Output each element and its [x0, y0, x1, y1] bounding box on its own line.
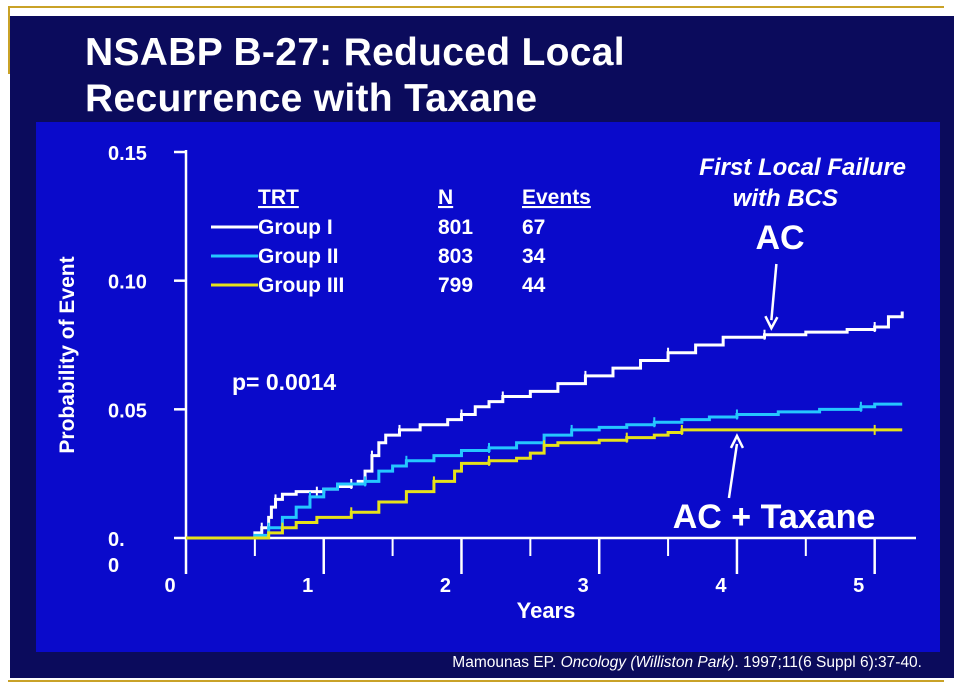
slide-title-line2: Recurrence with Taxane	[85, 77, 538, 120]
legend-events: 44	[522, 274, 546, 297]
legend-n: 799	[438, 274, 473, 297]
p-value: p= 0.0014	[232, 369, 336, 395]
citation: Mamounas EP. Oncology (Williston Park). …	[452, 654, 922, 672]
legend-events: 34	[522, 245, 546, 268]
x-tick-label: 2	[440, 575, 451, 597]
bottom-rule	[8, 680, 944, 682]
x-tick-label: 5	[853, 575, 864, 597]
annotation-ac-taxane: AC + Taxane	[673, 498, 876, 536]
chart-subtitle-line1: First Local Failure	[699, 154, 906, 181]
x-axis-label: Years	[517, 598, 576, 623]
annotation-ac-arrow	[770, 263, 778, 321]
annotation-ac-arrowhead	[764, 315, 779, 331]
x-tick-label: 3	[578, 575, 589, 597]
legend-events: 67	[522, 216, 545, 239]
x-tick-label: 1	[302, 575, 313, 597]
top-rule	[8, 6, 944, 8]
legend-n: 801	[438, 216, 473, 239]
chart-subtitle-line2: with BCS	[733, 185, 838, 212]
y-tick-label: 0.15	[108, 143, 147, 165]
x-tick-label: 4	[715, 575, 727, 597]
slide-title: NSABP B-27: Reduced Local Recurrence wit…	[85, 30, 625, 122]
legend-n: 803	[438, 245, 473, 268]
legend-header: Events	[522, 186, 591, 209]
annotation-ac-taxane-arrowhead	[729, 433, 745, 449]
y-tick-label: 0	[108, 555, 119, 577]
y-tick-label: 0.10	[108, 272, 147, 294]
y-tick-label: 0.	[108, 529, 125, 551]
y-axis-label: Probability of Event	[56, 256, 79, 453]
plot-panel: 0.15 0.10 0.05 0. 0 0 1 2 3 4 5 Years Probability of…	[36, 122, 940, 652]
series-line-1	[186, 311, 904, 540]
legend-header: N	[438, 186, 453, 209]
slide: NSABP B-27: Reduced Local Recurrence wit…	[10, 16, 954, 678]
citation-author: Mamounas EP.	[452, 654, 561, 671]
annotation-ac-taxane-arrow	[727, 443, 739, 499]
legend-group: Group III	[258, 274, 344, 297]
annotation-ac: AC	[755, 219, 804, 257]
legend-group: Group II	[258, 245, 339, 268]
y-tick-label: 0.05	[108, 400, 147, 422]
left-rule	[8, 6, 10, 74]
x-tick-label: 0	[164, 575, 175, 597]
citation-rest: . 1997;11(6 Suppl 6):37-40.	[734, 654, 922, 671]
legend-group: Group I	[258, 216, 333, 239]
legend-header: TRT	[258, 186, 299, 209]
citation-journal: Oncology (Williston Park)	[560, 654, 735, 671]
slide-title-line1: NSABP B-27: Reduced Local	[85, 31, 625, 74]
